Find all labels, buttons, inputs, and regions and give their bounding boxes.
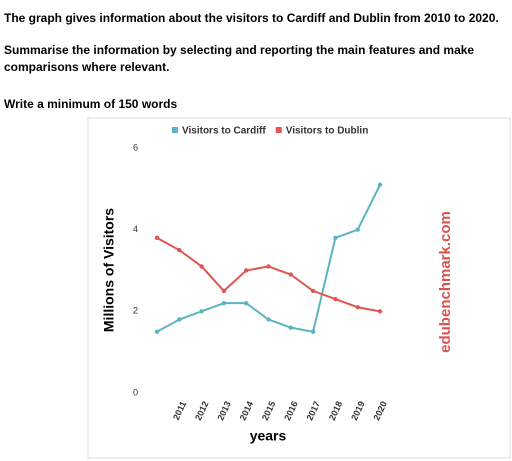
x-tick-label: 2017	[305, 400, 323, 422]
y-axis-label: Millions of Visitors	[101, 208, 117, 332]
data-point	[266, 264, 271, 269]
data-point	[288, 325, 293, 330]
x-tick-label: 2020	[371, 400, 389, 422]
data-point	[244, 300, 249, 306]
data-point	[310, 329, 316, 334]
data-point	[199, 264, 204, 269]
legend-swatch	[275, 127, 282, 133]
data-point	[333, 235, 338, 241]
data-point	[221, 300, 227, 306]
data-point	[377, 309, 383, 314]
x-tick-label: 2019	[349, 400, 367, 422]
data-point	[154, 235, 160, 241]
x-tick-label: 2015	[260, 400, 278, 422]
legend-swatch	[172, 127, 178, 133]
x-tick-label: 2018	[327, 400, 345, 422]
legend-label: Visitors to Dublin	[286, 126, 369, 137]
data-point	[221, 288, 227, 294]
y-tick-label: 4	[133, 224, 138, 234]
y-tick-label: 6	[133, 142, 138, 152]
y-tick-label: 2	[133, 306, 138, 316]
data-point	[154, 329, 160, 334]
data-point	[310, 288, 316, 294]
data-point	[355, 305, 360, 310]
data-point	[177, 317, 182, 322]
data-point	[377, 182, 383, 187]
legend-label: Visitors to Cardiff	[182, 126, 266, 137]
data-point	[288, 272, 293, 277]
data-point	[333, 296, 338, 302]
data-point	[177, 247, 182, 253]
x-axis-label: years	[250, 428, 287, 444]
x-tick-label: 2011	[171, 400, 188, 422]
requirement-text: Write a minimum of 150 words	[4, 97, 178, 111]
x-tick-label: 2013	[215, 400, 233, 422]
y-tick-label: 0	[133, 387, 138, 397]
data-point	[244, 268, 249, 273]
data-point	[355, 227, 360, 232]
instruction-text: Summarise the information by selecting a…	[4, 43, 475, 74]
x-tick-label: 2012	[193, 400, 211, 422]
series-line	[156, 236, 381, 313]
data-point	[266, 317, 271, 322]
chart-frame	[87, 117, 511, 459]
x-tick-label: 2014	[238, 400, 256, 422]
watermark: edubenchmark.com	[437, 211, 454, 353]
task-text: The graph gives information about the vi…	[4, 11, 499, 25]
x-tick-label: 2016	[282, 400, 300, 422]
data-point	[199, 309, 204, 314]
